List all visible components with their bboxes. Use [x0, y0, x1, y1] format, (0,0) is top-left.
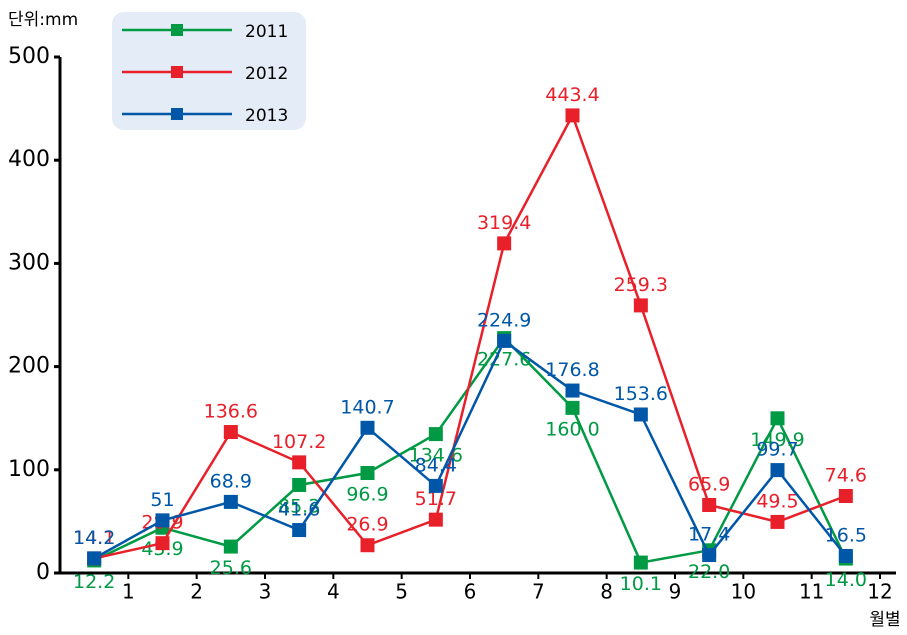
marker	[223, 539, 238, 554]
marker	[497, 333, 512, 348]
data-label: 107.2	[272, 431, 326, 453]
marker	[702, 497, 717, 512]
marker	[497, 236, 512, 251]
data-label: 14.1	[73, 527, 115, 549]
y-tick-label: 200	[8, 354, 50, 379]
marker	[838, 548, 853, 563]
legend-label: 2013	[245, 106, 288, 126]
data-label: 224.9	[477, 309, 531, 331]
data-label: 10.1	[620, 573, 662, 595]
marker	[633, 298, 648, 313]
data-label: 259.3	[614, 274, 668, 296]
data-label: 176.8	[545, 359, 599, 381]
marker	[155, 513, 170, 528]
marker	[360, 465, 375, 480]
y-tick-label: 100	[8, 457, 50, 482]
marker	[428, 512, 443, 527]
marker	[292, 523, 307, 538]
series-line	[93, 336, 847, 564]
x-tick-label: 9	[669, 580, 682, 604]
x-tick-label: 3	[259, 580, 272, 604]
legend-marker	[171, 108, 183, 120]
data-label: 136.6	[204, 401, 258, 423]
marker	[223, 425, 238, 440]
x-tick-label: 2	[190, 580, 203, 604]
marker	[770, 463, 785, 478]
data-label: 26.9	[346, 514, 388, 536]
data-label: 14.2	[73, 527, 115, 549]
marker	[87, 551, 102, 566]
data-label: 153.6	[614, 383, 668, 405]
data-label: 51	[150, 489, 174, 511]
data-label: 25.6	[210, 557, 252, 579]
y-tick-label: 300	[8, 250, 50, 275]
data-label: 84.4	[415, 454, 457, 476]
legend-marker	[171, 66, 183, 78]
data-label: 99.7	[756, 439, 798, 461]
series-line	[93, 112, 847, 560]
data-label: 96.9	[346, 483, 388, 505]
marker	[155, 536, 170, 551]
data-label: 319.4	[477, 212, 531, 234]
marker	[633, 407, 648, 422]
data-label: 14.0	[825, 569, 867, 591]
data-label: 227.6	[477, 349, 531, 371]
marker	[565, 383, 580, 398]
y-tick-label: 400	[8, 147, 50, 172]
marker	[292, 455, 307, 470]
legend-marker	[171, 24, 183, 36]
legend-label: 2011	[245, 22, 288, 42]
marker	[428, 478, 443, 493]
marker	[360, 420, 375, 435]
marker	[565, 108, 580, 123]
x-tick-label: 1	[122, 580, 135, 604]
x-tick-label: 5	[395, 580, 408, 604]
data-label: 41.6	[278, 499, 320, 521]
marker	[292, 477, 307, 492]
marker	[702, 548, 717, 563]
x-axis-label: 월별	[869, 610, 900, 630]
x-tick-label: 6	[464, 580, 477, 604]
marker	[428, 427, 443, 442]
legend-label: 2012	[245, 64, 288, 84]
data-label: 160.0	[545, 418, 599, 440]
x-tick-label: 7	[532, 580, 545, 604]
data-label: 16.5	[825, 524, 867, 546]
data-label: 12.2	[73, 571, 115, 593]
x-tick-label: 8	[600, 580, 613, 604]
data-label: 140.7	[340, 396, 394, 418]
marker	[223, 494, 238, 509]
data-label: 49.5	[756, 490, 798, 512]
data-label: 51.7	[415, 488, 457, 510]
x-tick-label: 12	[867, 580, 892, 604]
data-label: 74.6	[825, 465, 867, 487]
marker	[770, 514, 785, 529]
x-tick-label: 4	[327, 580, 340, 604]
data-label: 68.9	[210, 470, 252, 492]
marker	[838, 489, 853, 504]
series-line	[93, 339, 847, 560]
marker	[360, 538, 375, 553]
data-label: 65.9	[688, 473, 730, 495]
data-label: 22.0	[688, 561, 730, 583]
marker	[565, 400, 580, 415]
data-label: 443.4	[545, 84, 599, 106]
data-label: 85.3	[278, 495, 320, 517]
y-tick-label: 0	[36, 560, 50, 585]
data-label: 17.4	[688, 524, 730, 546]
marker	[770, 411, 785, 426]
x-tick-label: 11	[799, 580, 824, 604]
unit-label: 단위:mm	[8, 10, 78, 30]
data-label: 149.9	[750, 429, 804, 451]
marker	[633, 555, 648, 570]
x-tick-label: 10	[731, 580, 756, 604]
y-tick-label: 500	[8, 44, 50, 69]
